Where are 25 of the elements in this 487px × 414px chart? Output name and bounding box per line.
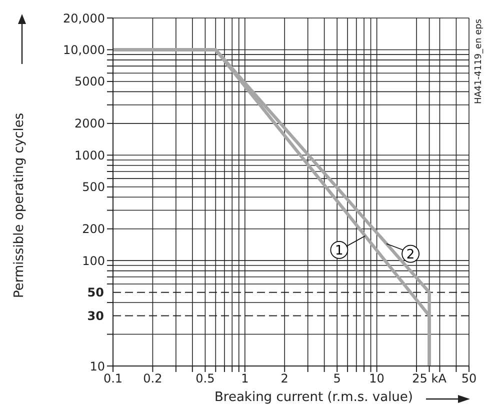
- x-tick-label: 1: [241, 372, 249, 386]
- y-tick-label: 500: [82, 180, 105, 194]
- x-tick-label: 50: [461, 372, 477, 386]
- series-label: 2: [406, 247, 415, 262]
- x-axis-title: Breaking current (r.m.s. value): [214, 390, 413, 405]
- y-tick-label: 10: [90, 359, 105, 374]
- x-tick-label: 5: [333, 372, 341, 386]
- ref-line-label: 30: [87, 308, 104, 323]
- x-tick-label: 0.1: [103, 372, 123, 386]
- y-tick-label: 100: [82, 254, 105, 268]
- ref-line-label: 50: [87, 286, 104, 300]
- y-axis-title: Permissible operating cycles: [12, 112, 27, 298]
- y-tick-label: 2000: [74, 116, 105, 131]
- x-tick-label: 25 kA: [412, 372, 448, 386]
- y-tick-label: 200: [82, 222, 105, 236]
- x-tick-label: 10: [369, 372, 384, 386]
- y-tick-label: 1000: [74, 148, 105, 162]
- x-tick-label: 2: [280, 372, 288, 386]
- x-tick-label: 0.5: [196, 372, 215, 386]
- text: HA41-4119_en eps: [474, 18, 484, 104]
- y-tick-label: 5000: [74, 74, 105, 89]
- y-tick-label: 10,000: [63, 42, 105, 57]
- x-tick-label: 0.2: [143, 372, 162, 386]
- series-label: 1: [335, 243, 344, 258]
- y-tick-label: 20,000: [63, 11, 105, 26]
